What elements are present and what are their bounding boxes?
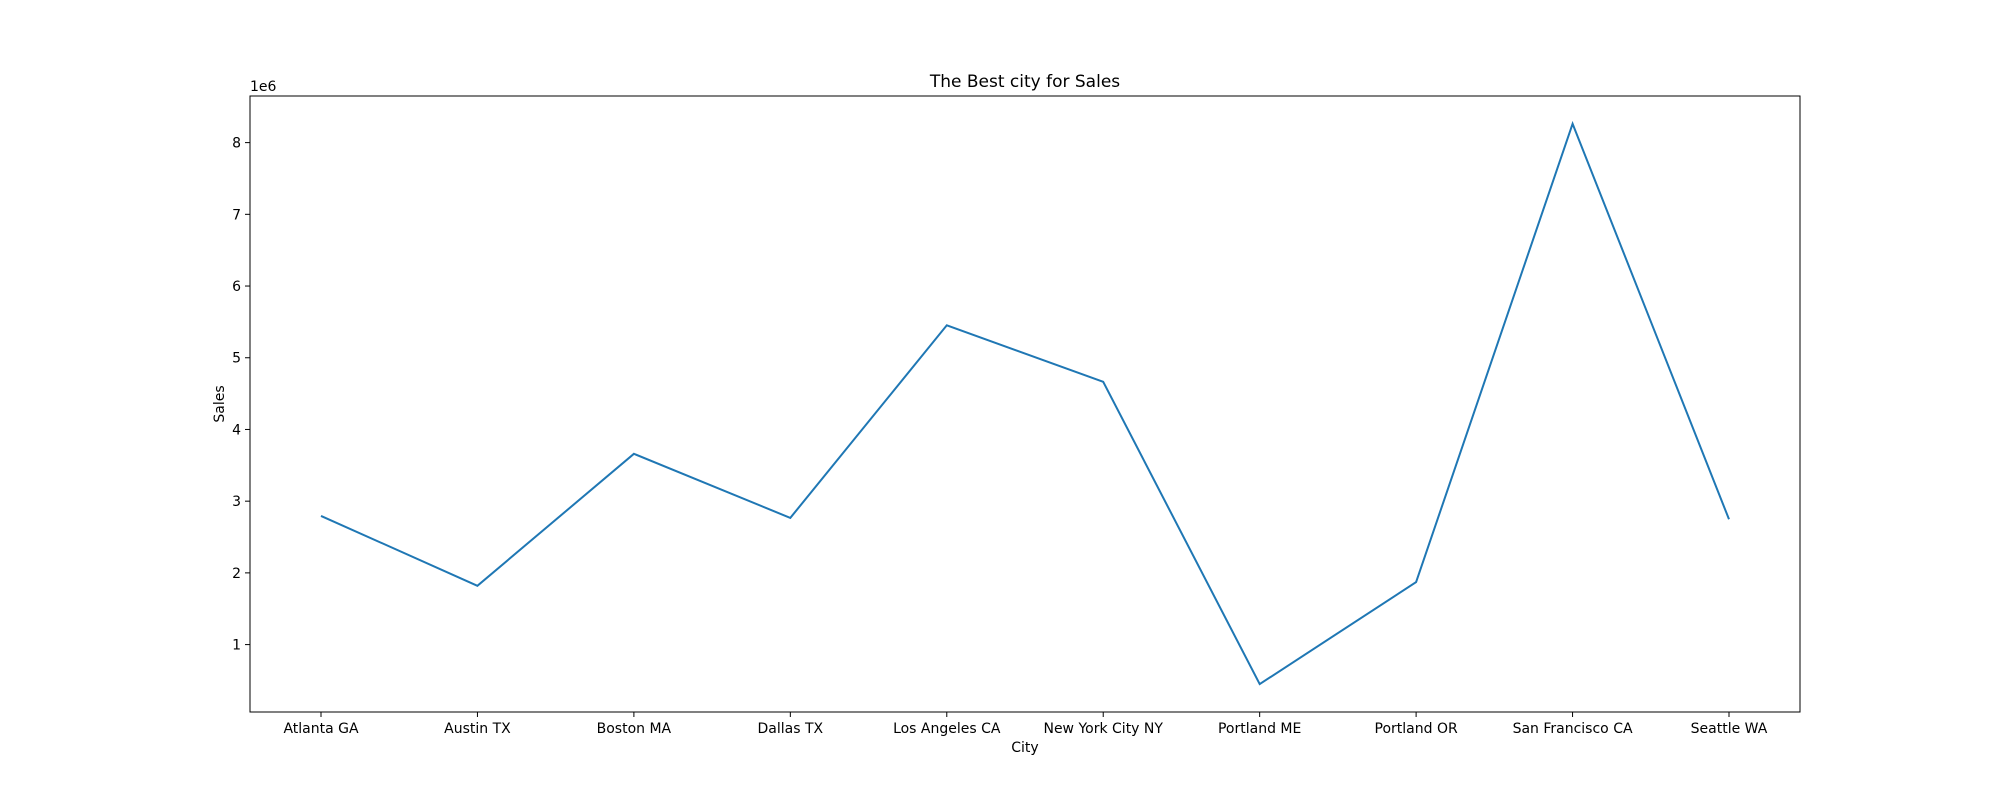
y-tick-label: 4 (232, 422, 241, 438)
y-tick-label: 6 (232, 279, 241, 295)
chart-title: The Best city for Sales (929, 72, 1120, 92)
y-axis-label: Sales (212, 385, 228, 422)
y-tick-label: 8 (232, 136, 241, 152)
x-tick-label: Dallas TX (758, 721, 824, 737)
x-tick-label: San Francisco CA (1513, 721, 1633, 737)
x-tick-label: Portland ME (1218, 721, 1301, 737)
y-tick-label: 2 (232, 566, 241, 582)
y-axis: 1 2 3 4 5 6 7 8 (232, 136, 250, 654)
y-tick-label: 7 (232, 207, 241, 223)
plot-area (249, 95, 1801, 713)
x-tick-label: Portland OR (1375, 721, 1458, 737)
y-tick-label: 1 (232, 638, 241, 654)
x-axis: Atlanta GA Austin TX Boston MA Dallas TX Los… (283, 712, 1768, 737)
x-tick-label: Boston MA (597, 721, 672, 737)
x-tick-label: New York City NY (1043, 721, 1163, 737)
y-tick-label: 3 (232, 494, 241, 510)
x-tick-label: Austin TX (444, 721, 511, 737)
x-tick-label: Seattle WA (1691, 721, 1768, 737)
series-line-sales (320, 120, 1730, 686)
y-multiplier-label: 1e6 (250, 79, 277, 95)
x-tick-label: Atlanta GA (283, 721, 359, 737)
y-tick-label: 5 (232, 351, 241, 367)
x-tick-label: Los Angeles CA (893, 721, 1001, 737)
x-axis-label: City (1011, 740, 1038, 756)
